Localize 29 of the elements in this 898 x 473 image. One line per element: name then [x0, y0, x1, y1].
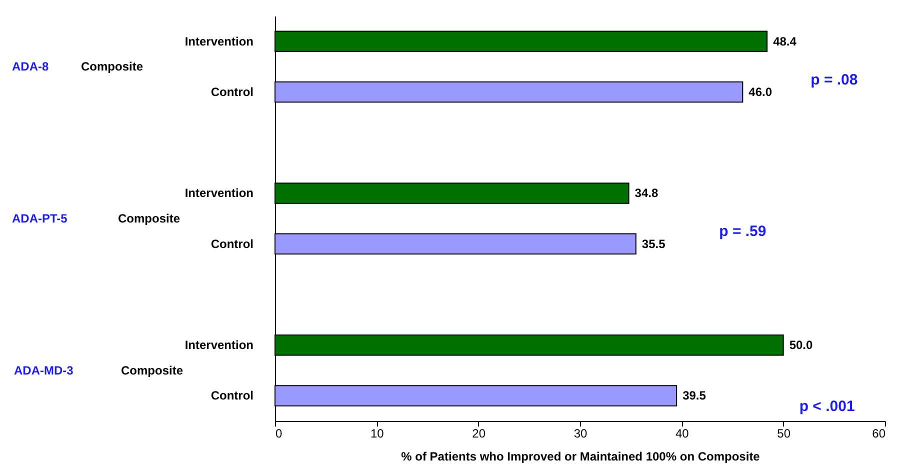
y-tick-label: Control	[210, 388, 254, 403]
x-axis-title: % of Patients who Improved or Maintained 100% on Composite	[401, 450, 760, 464]
annotation: p < .001	[799, 398, 855, 415]
data-label: 39.5	[682, 388, 706, 403]
data-label: 50.0	[789, 338, 814, 352]
data-label: 48.4	[773, 34, 797, 48]
data-label: 35.5	[642, 236, 666, 251]
text: Composite	[121, 363, 184, 378]
annotation: p = .08	[810, 71, 858, 88]
data-label: 34.8	[634, 186, 658, 200]
text: Composite	[118, 212, 180, 226]
data-label: 46.0	[748, 84, 772, 99]
x-tick-label: 60	[872, 426, 886, 440]
x-tick-label: 40	[675, 426, 690, 440]
annotation: p = .59	[719, 223, 766, 240]
y-tick-label: Intervention	[184, 338, 254, 352]
y-tick-label: Control	[210, 236, 254, 251]
text: ADA-PT-5	[12, 212, 68, 226]
text: ADA-8	[12, 60, 49, 74]
y-tick-label: Control	[210, 84, 254, 99]
x-tick-label: 10	[370, 426, 384, 440]
y-tick-label: Intervention	[184, 186, 254, 200]
x-tick-label: 30	[574, 426, 588, 440]
x-tick-label: 20	[472, 426, 486, 440]
x-tick-label: 50	[777, 426, 791, 440]
text: Composite	[81, 60, 144, 74]
x-tick-label: 0	[276, 426, 282, 440]
text: ADA-MD-3	[14, 363, 74, 378]
y-tick-label: Intervention	[184, 34, 254, 48]
